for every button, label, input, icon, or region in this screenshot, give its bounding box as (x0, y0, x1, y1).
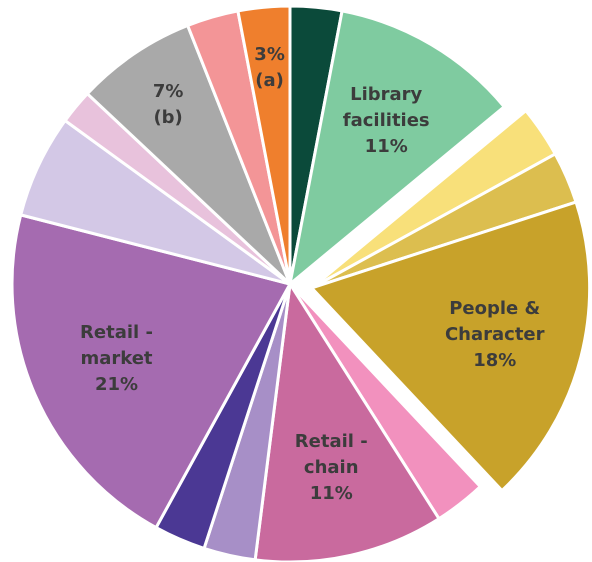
pie-slice (10, 213, 293, 530)
category-label: Retail - market (80, 322, 153, 370)
category-label: Retail - chain (294, 431, 368, 479)
value-label: 21% (94, 374, 139, 396)
pie-slice (85, 23, 292, 286)
value-label: 18% (473, 349, 517, 371)
pie-slice (308, 200, 592, 493)
category-label: (b) (153, 106, 183, 128)
data-label: 3% (a) (240, 42, 300, 94)
data-label: 7% (b) (138, 79, 198, 131)
value-label: 3% (254, 44, 285, 66)
value-label: 7% (152, 80, 184, 102)
category-label: People & Character (444, 297, 545, 345)
data-label: People & Character 18% (400, 296, 590, 374)
pie-slice (236, 4, 292, 285)
data-label: Library facilities 11% (291, 82, 481, 160)
value-label: 11% (309, 483, 353, 505)
pie-slice (253, 279, 442, 562)
pie-slice (287, 9, 507, 288)
value-label: 11% (364, 136, 408, 158)
data-label: Retail - market 21% (22, 320, 212, 398)
category-label: (a) (255, 70, 284, 92)
category-label: Library facilities (342, 84, 430, 132)
data-label: Retail - chain 11% (236, 429, 426, 507)
